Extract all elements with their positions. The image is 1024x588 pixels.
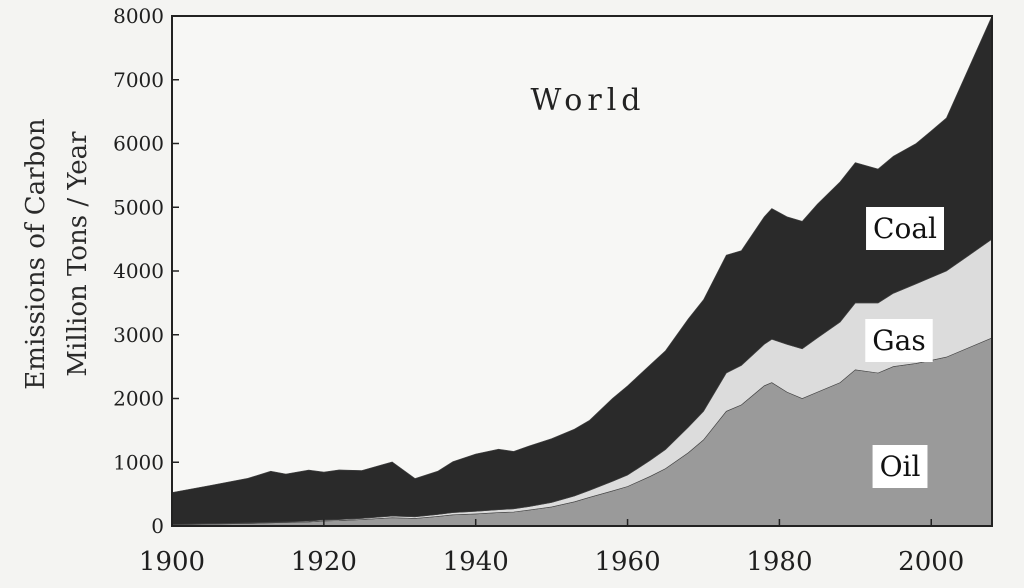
y-axis-label: Emissions of Carbon Million Tons / Year xyxy=(21,118,93,390)
series-labels: Oil Gas Coal xyxy=(865,207,945,488)
y-tick-label: 4000 xyxy=(113,259,164,283)
x-tick-label: 1960 xyxy=(594,547,660,577)
y-tick-label: 7000 xyxy=(113,68,164,92)
axis-ticks: 0 1000 2000 3000 4000 5000 6000 7000 8000 1900 192… xyxy=(113,4,964,577)
y-tick-label: 2000 xyxy=(113,387,164,411)
series-label-text: Gas xyxy=(872,324,925,357)
series-label-box xyxy=(865,319,933,362)
x-tick-label: 1900 xyxy=(139,547,205,577)
chart-title: World xyxy=(531,83,646,118)
y-tick-label: 6000 xyxy=(113,132,164,156)
series-label-gas: Gas xyxy=(865,319,933,362)
y-axis-label-line2: Million Tons / Year xyxy=(63,131,93,377)
series-label-coal: Coal xyxy=(866,207,945,250)
series-label-box xyxy=(866,207,945,250)
series-label-text: Coal xyxy=(873,212,937,245)
series-label-box xyxy=(872,445,928,488)
x-tick-label: 1940 xyxy=(443,547,509,577)
x-tick-label: 2000 xyxy=(898,547,964,577)
y-axis-label-line1: Emissions of Carbon xyxy=(21,118,51,390)
y-tick-label: 3000 xyxy=(113,323,164,347)
x-tick-label: 1920 xyxy=(291,547,357,577)
y-tick-label: 1000 xyxy=(113,450,164,474)
y-tick-label: 8000 xyxy=(113,4,164,28)
y-tick-label: 0 xyxy=(151,514,164,538)
x-tick-label: 1980 xyxy=(746,547,812,577)
y-tick-label: 5000 xyxy=(113,195,164,219)
series-label-text: Oil xyxy=(880,450,921,483)
series-label-oil: Oil xyxy=(872,445,928,488)
